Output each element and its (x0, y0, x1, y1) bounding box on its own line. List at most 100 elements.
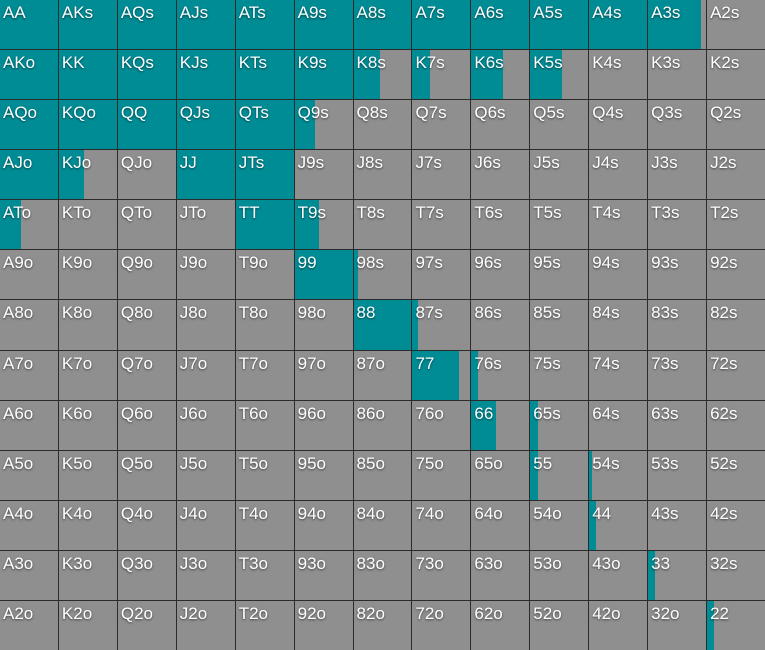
hand-cell[interactable]: T2o (235, 600, 294, 650)
hand-cell[interactable]: 32o (648, 600, 707, 650)
hand-cell[interactable]: AKs (58, 0, 117, 50)
hand-cell[interactable]: T4o (235, 500, 294, 550)
hand-cell[interactable]: 83o (353, 550, 412, 600)
hand-cell[interactable]: 42o (589, 600, 648, 650)
hand-cell[interactable]: 96o (294, 400, 353, 450)
hand-cell[interactable]: KTs (235, 50, 294, 100)
hand-cell[interactable]: J9o (176, 250, 235, 300)
hand-cell[interactable]: QTs (235, 100, 294, 150)
hand-cell[interactable]: Q6s (471, 100, 530, 150)
hand-cell[interactable]: Q8s (353, 100, 412, 150)
hand-cell[interactable]: 94s (589, 250, 648, 300)
hand-cell[interactable]: 94o (294, 500, 353, 550)
hand-cell[interactable]: 84o (353, 500, 412, 550)
hand-cell[interactable]: 43s (648, 500, 707, 550)
hand-cell[interactable]: AQo (0, 100, 58, 150)
hand-cell[interactable]: 77 (412, 350, 471, 400)
hand-cell[interactable]: 55 (530, 450, 589, 500)
hand-cell[interactable]: T7s (412, 200, 471, 250)
hand-cell[interactable]: J6o (176, 400, 235, 450)
hand-cell[interactable]: Q4s (589, 100, 648, 150)
hand-cell[interactable]: Q3s (648, 100, 707, 150)
hand-cell[interactable]: 43o (589, 550, 648, 600)
hand-cell[interactable]: 82s (707, 300, 765, 350)
hand-cell[interactable]: QQ (117, 100, 176, 150)
hand-cell[interactable]: 99 (294, 250, 353, 300)
hand-cell[interactable]: T9s (294, 200, 353, 250)
hand-cell[interactable]: 52s (707, 450, 765, 500)
hand-cell[interactable]: AKo (0, 50, 58, 100)
hand-cell[interactable]: 63o (471, 550, 530, 600)
hand-cell[interactable]: A4o (0, 500, 58, 550)
hand-cell[interactable]: T4s (589, 200, 648, 250)
hand-cell[interactable]: 93o (294, 550, 353, 600)
hand-cell[interactable]: ATs (235, 0, 294, 50)
hand-cell[interactable]: K4s (589, 50, 648, 100)
hand-cell[interactable]: JTo (176, 200, 235, 250)
hand-cell[interactable]: J8o (176, 300, 235, 350)
hand-cell[interactable]: K7o (58, 350, 117, 400)
hand-cell[interactable]: AQs (117, 0, 176, 50)
hand-cell[interactable]: 72o (412, 600, 471, 650)
hand-cell[interactable]: AA (0, 0, 58, 50)
hand-cell[interactable]: 98o (294, 300, 353, 350)
hand-cell[interactable]: Q3o (117, 550, 176, 600)
hand-cell[interactable]: QJs (176, 100, 235, 150)
hand-cell[interactable]: A5o (0, 450, 58, 500)
hand-cell[interactable]: A6s (471, 0, 530, 50)
hand-cell[interactable]: 86s (471, 300, 530, 350)
hand-cell[interactable]: 88 (353, 300, 412, 350)
hand-cell[interactable]: 54o (530, 500, 589, 550)
hand-cell[interactable]: TT (235, 200, 294, 250)
hand-cell[interactable]: J2s (707, 150, 765, 200)
hand-cell[interactable]: 92o (294, 600, 353, 650)
hand-cell[interactable]: T8s (353, 200, 412, 250)
hand-cell[interactable]: K7s (412, 50, 471, 100)
hand-cell[interactable]: 74o (412, 500, 471, 550)
hand-cell[interactable]: J4o (176, 500, 235, 550)
hand-cell[interactable]: A9o (0, 250, 58, 300)
hand-cell[interactable]: KK (58, 50, 117, 100)
hand-cell[interactable]: J5o (176, 450, 235, 500)
hand-cell[interactable]: K3o (58, 550, 117, 600)
hand-cell[interactable]: K9s (294, 50, 353, 100)
hand-cell[interactable]: Q7s (412, 100, 471, 150)
hand-cell[interactable]: 64s (589, 400, 648, 450)
hand-cell[interactable]: JTs (235, 150, 294, 200)
hand-cell[interactable]: T2s (707, 200, 765, 250)
hand-cell[interactable]: T7o (235, 350, 294, 400)
hand-cell[interactable]: 73s (648, 350, 707, 400)
hand-cell[interactable]: A5s (530, 0, 589, 50)
hand-cell[interactable]: A8o (0, 300, 58, 350)
hand-cell[interactable]: AJo (0, 150, 58, 200)
hand-cell[interactable]: 72s (707, 350, 765, 400)
hand-cell[interactable]: K5s (530, 50, 589, 100)
hand-cell[interactable]: 74s (589, 350, 648, 400)
hand-cell[interactable]: QTo (117, 200, 176, 250)
hand-cell[interactable]: J5s (530, 150, 589, 200)
hand-cell[interactable]: Q5o (117, 450, 176, 500)
hand-cell[interactable]: K6o (58, 400, 117, 450)
hand-cell[interactable]: K9o (58, 250, 117, 300)
hand-cell[interactable]: 53s (648, 450, 707, 500)
hand-cell[interactable]: 95s (530, 250, 589, 300)
hand-cell[interactable]: 73o (412, 550, 471, 600)
hand-cell[interactable]: A9s (294, 0, 353, 50)
hand-cell[interactable]: 85o (353, 450, 412, 500)
hand-cell[interactable]: Q4o (117, 500, 176, 550)
hand-cell[interactable]: K3s (648, 50, 707, 100)
hand-cell[interactable]: 32s (707, 550, 765, 600)
hand-cell[interactable]: 76o (412, 400, 471, 450)
hand-cell[interactable]: T3s (648, 200, 707, 250)
hand-cell[interactable]: Q5s (530, 100, 589, 150)
hand-cell[interactable]: 95o (294, 450, 353, 500)
hand-cell[interactable]: 96s (471, 250, 530, 300)
hand-cell[interactable]: K2s (707, 50, 765, 100)
hand-cell[interactable]: 54s (589, 450, 648, 500)
hand-cell[interactable]: 82o (353, 600, 412, 650)
hand-cell[interactable]: 92s (707, 250, 765, 300)
hand-cell[interactable]: 86o (353, 400, 412, 450)
hand-cell[interactable]: T5o (235, 450, 294, 500)
hand-cell[interactable]: Q2s (707, 100, 765, 150)
hand-cell[interactable]: QJo (117, 150, 176, 200)
